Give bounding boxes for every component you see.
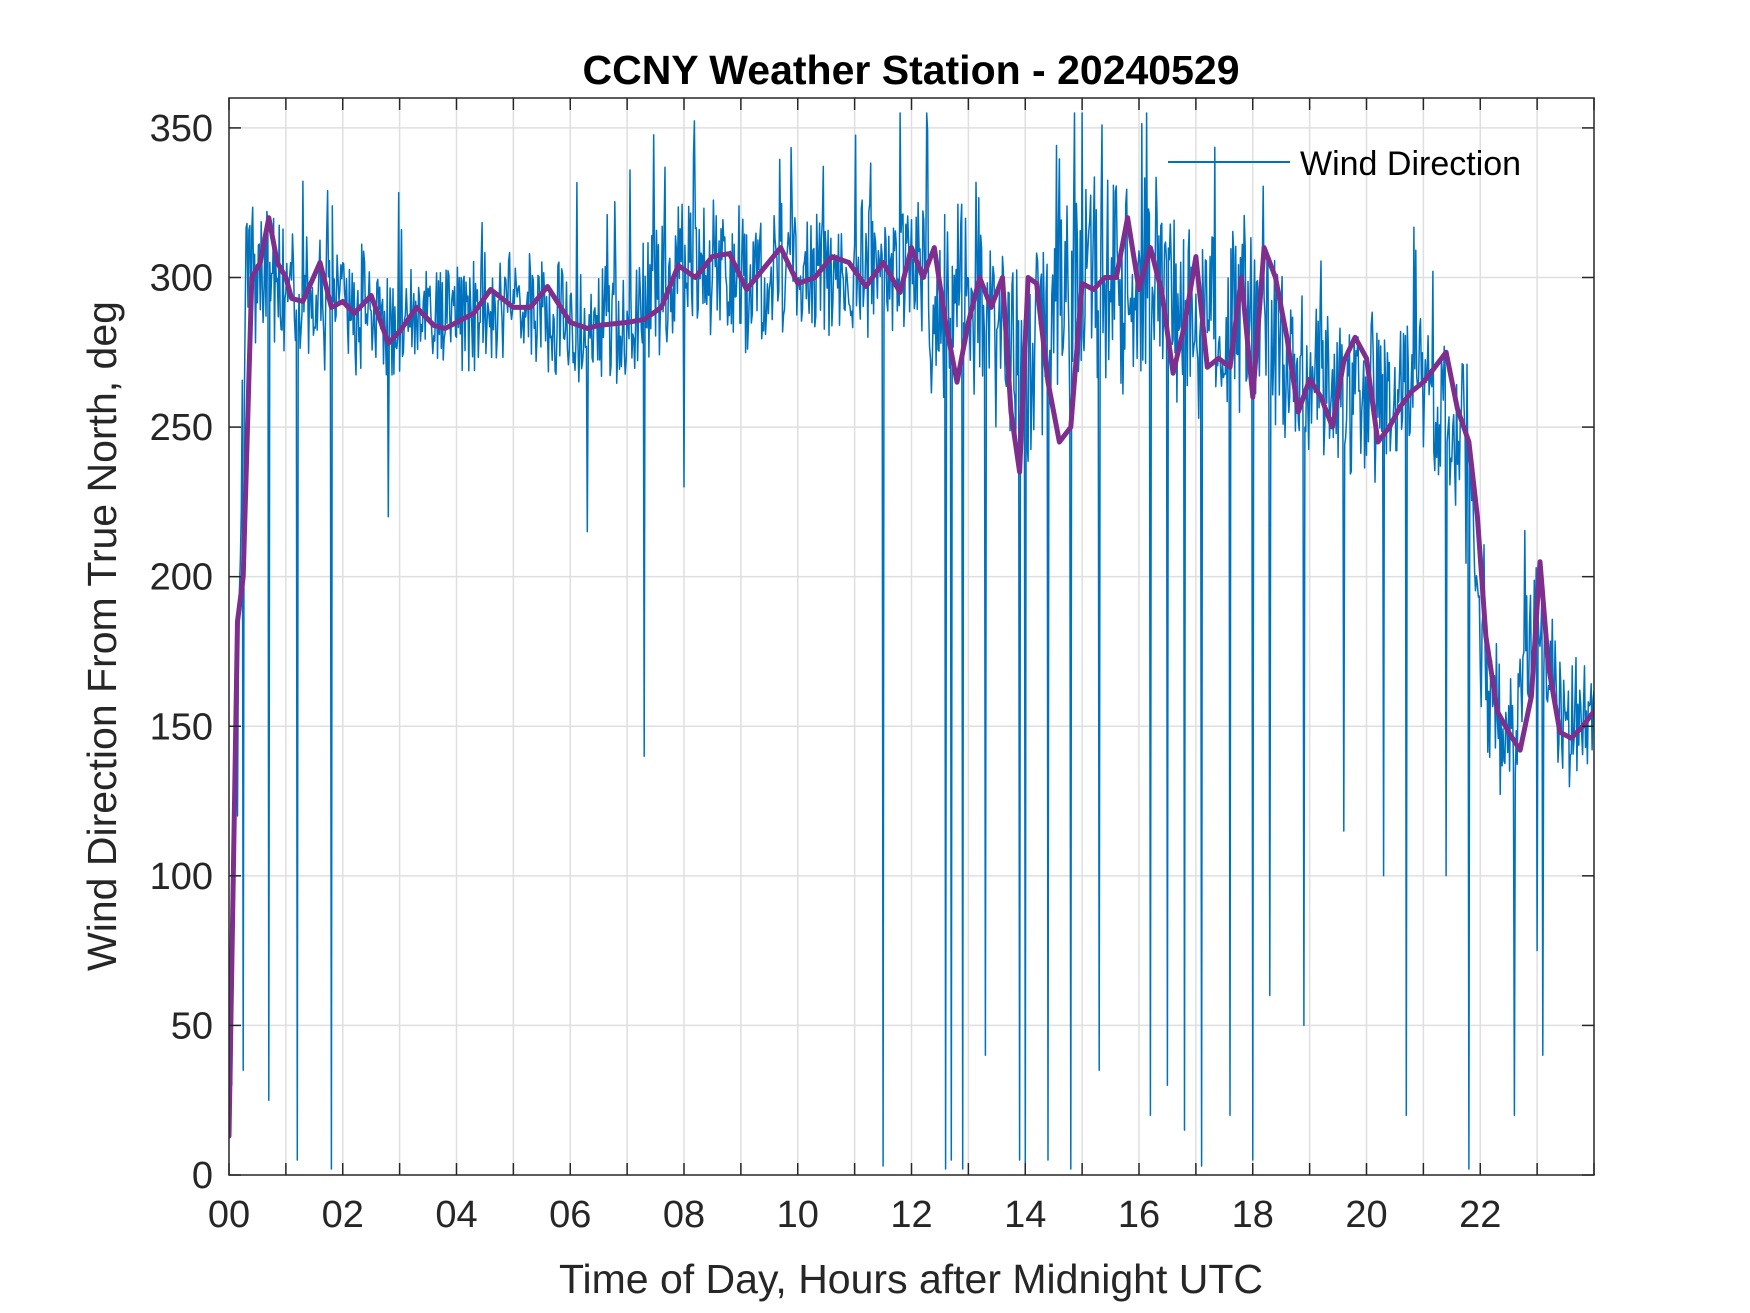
y-tick-label: 250 bbox=[150, 407, 213, 449]
legend-label-wind-direction: Wind Direction bbox=[1300, 145, 1521, 183]
series-layer bbox=[229, 112, 1594, 1170]
x-tick-label: 08 bbox=[663, 1194, 705, 1236]
x-tick-label: 22 bbox=[1459, 1194, 1501, 1236]
y-tick-label: 50 bbox=[171, 1005, 213, 1047]
x-tick-label: 14 bbox=[1004, 1194, 1046, 1236]
x-tick-label: 04 bbox=[435, 1194, 477, 1236]
y-tick-label: 150 bbox=[150, 706, 213, 748]
x-tick-label: 10 bbox=[777, 1194, 819, 1236]
y-axis-label: Wind Direction From True North, deg bbox=[79, 301, 125, 971]
y-tick-label: 100 bbox=[150, 856, 213, 898]
tick-layer: 00 02 04 06 08 10 12 14 16 18 20 22 0 50 100 150 200 250 3… bbox=[150, 98, 1595, 1236]
x-tick-label: 06 bbox=[549, 1194, 591, 1236]
grid-layer bbox=[229, 98, 1594, 1175]
x-tick-label: 18 bbox=[1232, 1194, 1274, 1236]
legend: Wind Direction bbox=[1168, 145, 1521, 183]
y-tick-label: 300 bbox=[150, 258, 213, 300]
series-line-smoothed-wind-direction bbox=[229, 215, 1594, 1139]
x-axis-label: Time of Day, Hours after Midnight UTC bbox=[559, 1256, 1263, 1302]
y-tick-label: 350 bbox=[150, 108, 213, 150]
y-tick-label: 200 bbox=[150, 557, 213, 599]
x-tick-label: 00 bbox=[208, 1194, 250, 1236]
x-tick-label: 20 bbox=[1345, 1194, 1387, 1236]
x-tick-label: 16 bbox=[1118, 1194, 1160, 1236]
x-tick-label: 02 bbox=[322, 1194, 364, 1236]
series-line-wind-direction bbox=[229, 112, 1594, 1170]
x-tick-label: 12 bbox=[890, 1194, 932, 1236]
chart-title: CCNY Weather Station - 20240529 bbox=[582, 47, 1239, 93]
y-tick-label: 0 bbox=[192, 1155, 213, 1197]
